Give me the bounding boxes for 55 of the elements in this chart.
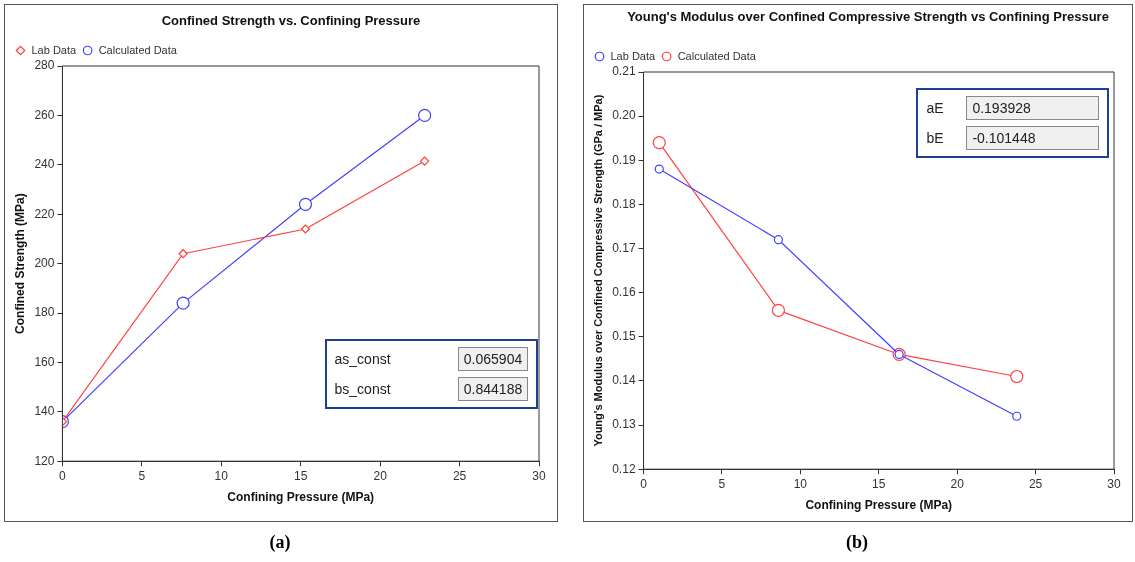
x-tick-label: 20	[950, 476, 965, 491]
x-tick-label: 15	[294, 468, 308, 483]
x-tick-label: 0	[59, 468, 67, 483]
y-tick-label: 200	[34, 255, 55, 270]
y-tick-label: 0.15	[612, 329, 636, 344]
y-tick-label: 0.13	[612, 417, 636, 432]
x-tick-label: 10	[793, 476, 808, 491]
y-tick-label: 160	[34, 354, 55, 369]
y-tick-label: 120	[34, 453, 55, 468]
annotation: as_const	[334, 350, 392, 367]
x-axis-title: Confining Pressure (MPa)	[805, 498, 953, 513]
annotation: bs_const	[334, 380, 392, 397]
y-axis-title: Young's Modulus over Confined Compressive Strength (GPa / MPa)	[591, 94, 604, 447]
x-axis-title: Confining Pressure (MPa)	[227, 490, 375, 505]
y-tick-label: 220	[34, 206, 55, 221]
annotation: aE	[926, 99, 945, 116]
text-field: -0.101448	[966, 125, 1099, 150]
y-tick-label: 0.21	[612, 64, 636, 79]
legend-label: Lab Data	[610, 49, 657, 62]
chart-title: Young's Modulus over Confined Compressive Strength vs Confining Pressure	[626, 9, 1110, 24]
y-tick-label: 260	[34, 107, 55, 122]
legend-label: Calculated Data	[677, 49, 757, 62]
y-tick-label: 0.16	[612, 284, 636, 299]
y-tick-label: 180	[34, 305, 55, 320]
parameter-panel: aE 0.193928 bE -0.101448	[916, 87, 1109, 158]
y-tick-label: 0.12	[612, 461, 636, 476]
y-tick-label: 0.18	[612, 196, 636, 211]
x-tick-label: 30	[532, 468, 546, 483]
x-tick-label: 5	[718, 476, 726, 491]
legend-label: Lab Data	[31, 43, 78, 56]
parameter-panel: as_const 0.065904 bs_const 0.844188	[324, 338, 539, 409]
y-tick-label: 0.17	[612, 240, 636, 255]
y-tick-label: 240	[34, 157, 55, 172]
x-tick-label: 5	[138, 468, 146, 483]
legend-label: Calculated Data	[98, 43, 178, 56]
x-tick-label: 25	[452, 468, 467, 483]
x-tick-label: 15	[872, 476, 886, 491]
text: (b)	[845, 532, 869, 553]
text-field: 0.065904	[457, 346, 529, 371]
annotation: bE	[926, 129, 945, 146]
x-tick-label: 25	[1028, 476, 1043, 491]
y-tick-label: 280	[34, 58, 55, 73]
text-field: 0.193928	[966, 95, 1099, 120]
x-tick-label: 20	[373, 468, 388, 483]
y-tick-label: 0.14	[612, 373, 636, 388]
y-tick-label: 0.20	[612, 108, 636, 123]
text-field: 0.844188	[457, 376, 529, 401]
x-tick-label: 0	[640, 476, 648, 491]
y-tick-label: 0.19	[612, 152, 636, 167]
text: (a)	[268, 532, 292, 553]
y-tick-label: 140	[34, 404, 55, 419]
x-tick-label: 10	[214, 468, 229, 483]
x-tick-label: 30	[1107, 476, 1121, 491]
chart-title: Confined Strength vs. Confining Pressure	[160, 13, 422, 28]
y-axis-title: Confined Strength (MPa)	[12, 193, 27, 334]
